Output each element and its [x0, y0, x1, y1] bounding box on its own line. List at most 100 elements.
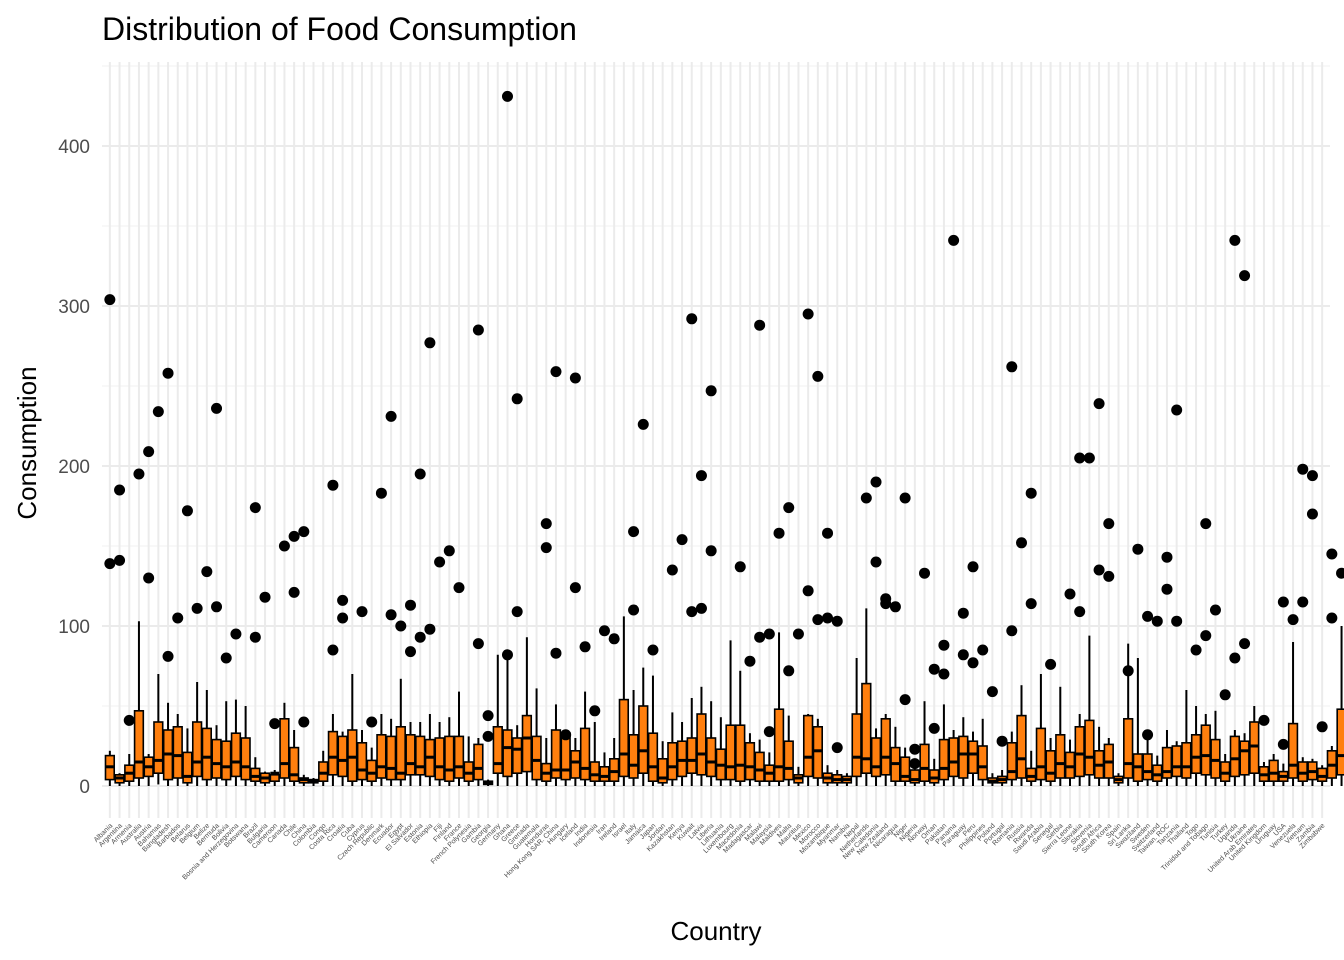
outlier-point	[269, 718, 281, 730]
box-group	[1132, 658, 1144, 786]
box-group	[705, 701, 717, 786]
outlier-point	[1297, 463, 1309, 475]
box-iqr	[250, 767, 261, 783]
box-group	[899, 747, 911, 786]
outlier-point	[909, 758, 921, 770]
box-group	[250, 757, 261, 786]
outlier-point	[249, 502, 261, 514]
outlier-point	[773, 527, 785, 539]
outlier-point	[288, 586, 300, 598]
outlier-point	[695, 470, 707, 482]
outlier-point	[1074, 606, 1086, 618]
outlier-point	[385, 609, 397, 621]
box-iqr	[1064, 751, 1076, 779]
outlier-point	[754, 631, 766, 643]
outlier-point	[1016, 537, 1027, 549]
outlier-point	[1025, 598, 1037, 610]
box-group	[822, 765, 833, 786]
box-group	[1229, 730, 1241, 786]
box-group	[977, 718, 988, 786]
y-axis-title: Consumption	[12, 366, 42, 519]
outlier-point	[860, 492, 872, 504]
box-group	[996, 770, 1008, 786]
box-iqr	[754, 751, 765, 783]
box-iqr	[628, 733, 639, 779]
outlier-point	[948, 234, 960, 246]
outlier-point	[1171, 615, 1183, 627]
box-iqr	[1142, 753, 1153, 781]
box-iqr	[191, 721, 203, 778]
outlier-point	[405, 599, 416, 611]
outlier-point	[114, 554, 126, 566]
box-group	[938, 704, 950, 786]
outlier-point	[191, 602, 203, 614]
outlier-point	[133, 468, 145, 480]
box-iqr	[327, 730, 339, 776]
outlier-point	[589, 705, 601, 717]
box-group	[143, 754, 154, 786]
box-iqr	[153, 721, 164, 775]
outlier-point	[152, 406, 164, 418]
box-iqr	[502, 729, 513, 778]
box-iqr	[1190, 733, 1202, 774]
box-iqr	[1336, 708, 1344, 776]
box-iqr	[395, 725, 406, 781]
box-group	[725, 640, 736, 786]
box-iqr	[405, 733, 416, 776]
outlier-point	[666, 564, 678, 576]
box-group	[153, 674, 164, 785]
outlier-point	[802, 308, 814, 320]
box-iqr	[929, 769, 940, 784]
box-iqr	[318, 761, 329, 783]
outlier-point	[337, 594, 349, 606]
box-group	[259, 771, 271, 786]
box-iqr	[521, 714, 533, 773]
box-iqr	[676, 740, 688, 778]
outlier-point	[1229, 234, 1241, 246]
box-group	[948, 730, 959, 786]
outlier-point	[1083, 452, 1095, 464]
outlier-point	[220, 652, 232, 664]
box-group	[114, 773, 125, 786]
box-group	[424, 714, 436, 786]
outlier-point	[1093, 564, 1105, 576]
outlier-point	[763, 726, 775, 738]
outlier-point	[831, 742, 843, 754]
box-iqr	[279, 717, 290, 779]
outlier-point	[919, 567, 931, 579]
box-group	[987, 773, 998, 786]
outlier-point	[705, 545, 717, 557]
box-iqr	[1055, 733, 1066, 779]
outlier-point	[424, 337, 436, 349]
box-group	[667, 712, 678, 786]
box-iqr	[579, 727, 591, 781]
box-group	[1200, 714, 1211, 786]
box-iqr	[531, 735, 542, 781]
box-group	[1336, 626, 1344, 786]
box-iqr	[725, 724, 736, 781]
outlier-point	[143, 446, 155, 458]
box-iqr	[473, 743, 484, 781]
outlier-point	[1142, 729, 1154, 741]
outlier-point	[1200, 518, 1212, 530]
outlier-point	[957, 607, 969, 619]
box-group	[1258, 762, 1270, 786]
box-iqr	[366, 759, 377, 783]
outlier-point	[608, 633, 620, 645]
outlier-point	[511, 393, 523, 405]
box-group	[240, 706, 251, 786]
outlier-point	[443, 545, 455, 557]
outlier-point	[1045, 658, 1057, 670]
outlier-point	[356, 606, 368, 618]
outlier-point	[1103, 518, 1115, 530]
outlier-point	[1122, 665, 1134, 677]
box-iqr	[356, 741, 368, 781]
outlier-point	[928, 722, 940, 734]
outlier-point	[1074, 452, 1086, 464]
box-group	[647, 675, 659, 786]
outlier-point	[676, 534, 688, 546]
box-iqr	[347, 729, 358, 783]
outlier-point	[1093, 398, 1105, 410]
outlier-point	[802, 585, 814, 597]
box-iqr	[1287, 722, 1299, 779]
